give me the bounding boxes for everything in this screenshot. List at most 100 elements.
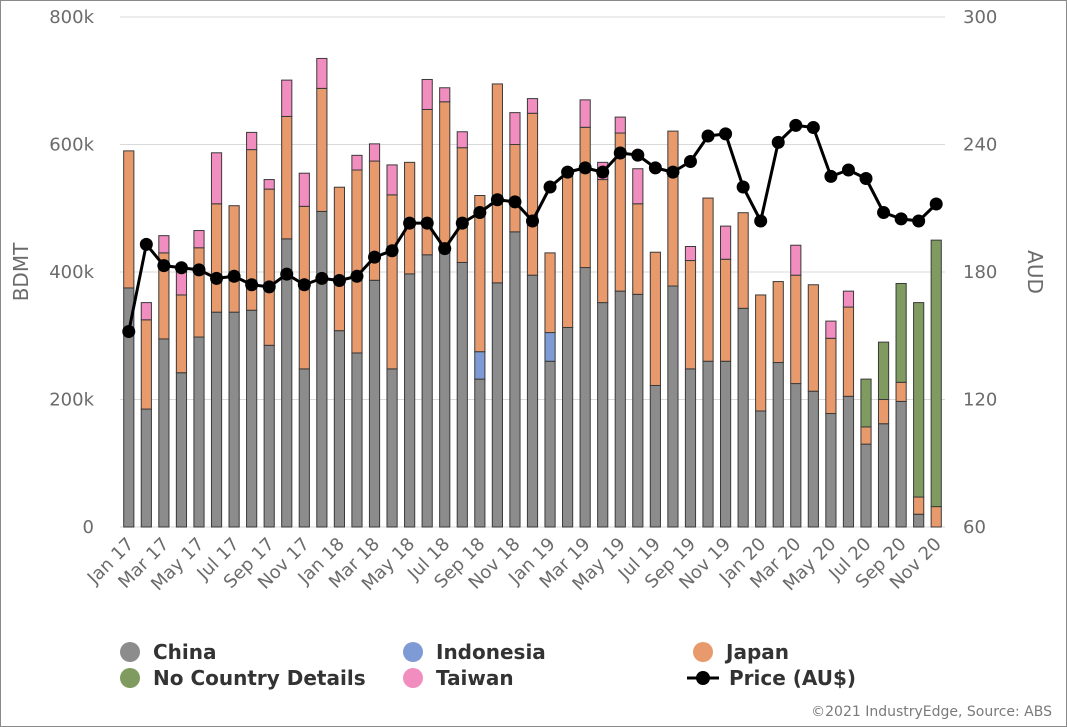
y-tick-label: 0 — [83, 517, 94, 538]
bar-segment-japan — [491, 83, 503, 284]
price-line — [122, 118, 943, 338]
legend-swatch-indonesia — [403, 642, 423, 662]
bar-segment-china — [386, 368, 398, 528]
bar-segment-taiwan — [351, 154, 363, 171]
bar-segment-china — [562, 326, 574, 528]
bar-segment-japan — [456, 147, 468, 263]
price-point — [771, 135, 785, 149]
bar-segment-china — [439, 252, 451, 528]
price-point — [280, 267, 294, 281]
bar-segment-japan — [175, 294, 188, 374]
bar-segment-no-country-details — [930, 239, 942, 508]
bar-segment-china — [140, 408, 152, 528]
bar-segment-taiwan — [193, 230, 205, 249]
bar-segment-taiwan — [421, 78, 433, 110]
bar-segment-taiwan — [842, 290, 855, 308]
bar-segment-china — [649, 384, 661, 528]
bar-segment-japan — [263, 188, 275, 346]
bar-segment-japan — [842, 306, 855, 397]
price-point — [789, 118, 803, 132]
bar-segment-japan — [825, 337, 837, 415]
bar-segment-china — [684, 368, 697, 528]
bar-segment-japan — [895, 381, 907, 402]
price-point — [683, 155, 697, 168]
bar-segment-japan — [210, 203, 223, 313]
bar-segment-china — [597, 302, 609, 528]
y2-tick-label: 300 — [963, 7, 997, 28]
bar-segment-china — [842, 395, 855, 528]
bar-segment-japan — [351, 169, 363, 354]
y2-tick-label: 240 — [963, 135, 997, 156]
bar-segment-japan — [632, 203, 644, 295]
bar-segment-china — [667, 285, 679, 528]
bar-segment-china — [210, 311, 223, 528]
legend-swatch-point — [696, 671, 710, 685]
price-point — [174, 261, 188, 275]
price-point — [350, 269, 364, 283]
bar-segment-china — [263, 344, 275, 528]
bar-segment-indonesia — [474, 351, 486, 380]
bar-segment-taiwan — [719, 225, 732, 260]
bar-segment-china — [755, 410, 767, 528]
bar-segment-japan — [860, 426, 872, 445]
bar-segment-china — [772, 362, 784, 528]
bar-segment-taiwan — [509, 112, 521, 146]
price-point — [719, 127, 733, 141]
bar-segment-japan — [386, 194, 398, 370]
bar-segment-china — [123, 287, 135, 528]
price-point — [332, 274, 346, 287]
bar-segment-china — [790, 383, 802, 528]
bar-segment-china — [456, 261, 468, 528]
y-tick-label: 400k — [49, 262, 94, 283]
price-point — [841, 163, 855, 177]
bar-segment-china — [298, 368, 310, 528]
price-point — [859, 172, 873, 185]
price-point — [455, 216, 469, 230]
bar-segment-taiwan — [298, 172, 310, 207]
price-point — [894, 212, 908, 226]
bar-segment-china — [877, 423, 890, 528]
bar-segment-china — [404, 273, 416, 528]
bar-segment-taiwan — [439, 87, 451, 103]
bar-segment-japan — [790, 274, 802, 385]
price-point — [403, 216, 417, 230]
bar-segment-japan — [123, 150, 135, 289]
bar-segment-indonesia — [544, 332, 556, 362]
bar-segment-taiwan — [158, 235, 170, 254]
price-point — [648, 161, 662, 175]
bar-segment-taiwan — [632, 168, 644, 205]
bar-segment-china — [228, 311, 240, 528]
price-point — [824, 169, 838, 183]
bar-segment-japan — [193, 247, 205, 338]
bar-segment-china — [632, 293, 644, 528]
bar-segment-japan — [509, 144, 521, 233]
price-point — [490, 193, 504, 207]
legend-label-no-country-details: No Country Details — [153, 666, 366, 690]
bar-segment-china — [246, 309, 258, 528]
legend-label-china: China — [153, 640, 217, 664]
price-point — [385, 244, 399, 258]
bar-segment-japan — [421, 108, 433, 256]
price-point — [877, 206, 891, 219]
price-point — [438, 242, 452, 256]
y-axis-title: BDMT — [9, 242, 33, 301]
bar-segment-japan — [526, 112, 539, 276]
bar-segment-china — [825, 413, 837, 528]
bar-segment-taiwan — [579, 99, 591, 128]
bar-segment-japan — [772, 281, 784, 364]
bar-segment-japan — [737, 212, 749, 309]
bar-segment-china — [193, 336, 205, 528]
bar-segment-china — [614, 290, 626, 528]
bar-segment-taiwan — [140, 302, 152, 321]
bar-segment-japan — [544, 252, 556, 334]
bar-segment-japan — [930, 506, 942, 528]
price-point — [543, 180, 557, 194]
bar-segment-japan — [877, 399, 890, 425]
bar-segment-china — [421, 254, 433, 528]
price-point — [666, 165, 680, 179]
legend-swatch-china — [120, 642, 140, 662]
bar-segment-china — [579, 267, 591, 528]
price-point — [508, 195, 522, 209]
bar-segment-taiwan — [316, 57, 328, 89]
